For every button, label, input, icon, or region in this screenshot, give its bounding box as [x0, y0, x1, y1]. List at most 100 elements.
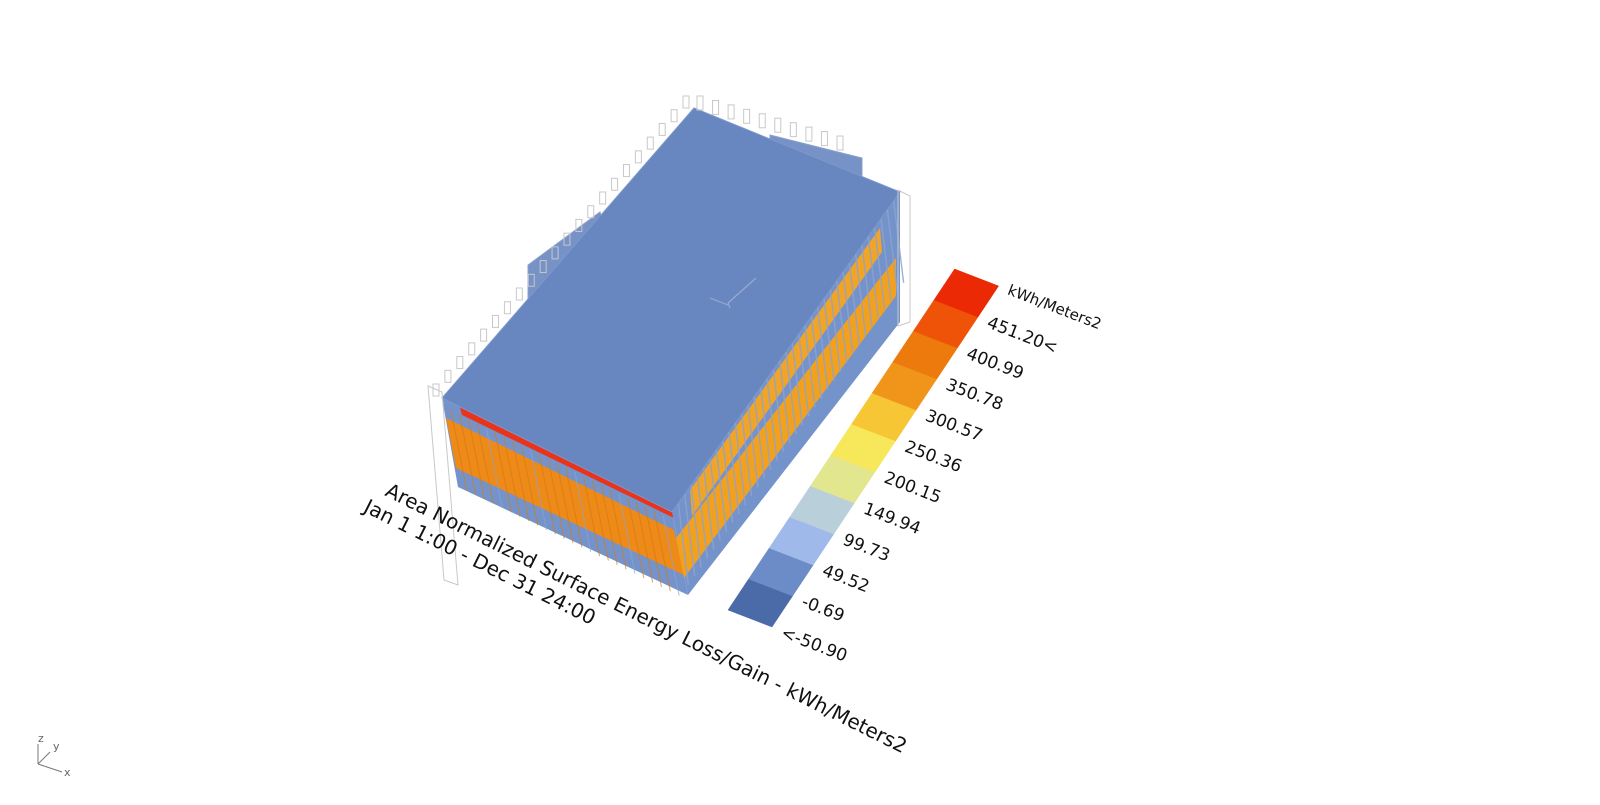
edge-fin — [670, 109, 678, 123]
east-fin — [892, 200, 905, 283]
south-fin — [627, 497, 645, 579]
axes-gizmo: z y x — [37, 732, 71, 779]
south-fin — [494, 432, 512, 513]
east-fin — [721, 440, 734, 523]
south-wall-fins — [450, 410, 680, 596]
edge-fin — [503, 301, 511, 315]
east-fin — [747, 405, 759, 488]
east-fin — [683, 494, 696, 577]
east-fin — [854, 254, 867, 337]
legend-label: 451.20< — [984, 313, 1060, 358]
south-fin — [538, 454, 556, 535]
legend-label: 300.57 — [922, 406, 985, 446]
east-wall-fins — [677, 200, 905, 586]
legend-label: 99.73 — [840, 530, 893, 566]
east-fin — [753, 396, 766, 479]
south-fin — [644, 506, 662, 587]
end-frame — [427, 385, 459, 586]
edge-fin — [658, 122, 666, 136]
edge-fin — [805, 126, 813, 142]
legend-label: -0.69 — [799, 592, 847, 626]
roof-edge-fins — [427, 95, 911, 586]
east-fin — [677, 503, 690, 586]
edge-fin — [712, 99, 720, 115]
edge-fin — [515, 287, 523, 301]
east-fin — [842, 271, 854, 355]
east-fin — [785, 351, 797, 435]
legend-label: 250.36 — [902, 437, 965, 477]
legend-label: 200.15 — [881, 468, 944, 508]
edge-fin — [622, 164, 630, 178]
east-fin — [880, 218, 892, 301]
south-fin — [529, 449, 547, 530]
east-fin — [740, 414, 753, 497]
east-fin — [715, 449, 728, 532]
south-fin — [609, 489, 627, 570]
edge-fin — [587, 205, 595, 219]
south-fin — [662, 515, 680, 596]
legend-label: 149.94 — [861, 499, 924, 539]
roof — [441, 107, 901, 513]
east-fin — [772, 369, 785, 452]
east-fin — [778, 360, 791, 443]
east-fin — [886, 209, 899, 292]
east-fin — [848, 263, 861, 346]
edge-fin — [551, 246, 559, 260]
edge-fin — [820, 131, 828, 147]
edge-fin — [696, 95, 704, 111]
south-fin — [468, 419, 486, 500]
legend-label: 400.99 — [964, 344, 1027, 384]
south-fin — [476, 423, 494, 504]
south-fin — [512, 440, 530, 522]
edge-fin — [634, 150, 642, 164]
east-fin — [728, 431, 740, 515]
edge-fin — [468, 342, 476, 356]
east-fin — [816, 307, 829, 390]
south-fin — [565, 467, 583, 548]
edge-fin — [492, 314, 500, 328]
building-model — [427, 95, 911, 596]
south-fin — [450, 410, 468, 491]
east-fin — [804, 325, 816, 408]
edge-fin — [432, 383, 440, 397]
legend-label: <-50.90 — [778, 623, 850, 666]
axis-y-label: y — [53, 740, 60, 753]
south-fin — [521, 445, 539, 526]
east-fin — [873, 227, 886, 310]
edge-fin — [563, 232, 571, 246]
east-fin — [823, 298, 835, 381]
east-fin — [797, 334, 810, 417]
east-fin — [759, 387, 772, 470]
east-fin — [766, 378, 778, 461]
south-fin — [547, 458, 565, 539]
edge-fin — [456, 356, 464, 370]
edge-fin — [575, 218, 583, 232]
edge-fin — [611, 177, 619, 191]
south-wall-hot-band — [446, 418, 684, 575]
east-fin — [810, 316, 823, 399]
east-fin — [791, 343, 804, 426]
east-fin — [690, 485, 702, 568]
edge-fin — [444, 369, 452, 383]
edge-fin — [836, 135, 844, 151]
east-fin — [696, 476, 709, 559]
south-fin — [503, 436, 521, 517]
end-frame — [897, 189, 911, 327]
east-fin — [867, 236, 880, 319]
edge-fin — [480, 328, 488, 342]
east-fin — [734, 423, 747, 506]
axis-z-label: z — [38, 732, 44, 745]
south-fin — [459, 414, 477, 495]
south-fin — [583, 476, 601, 557]
edge-fin — [539, 260, 547, 274]
south-fin — [485, 427, 503, 509]
east-fin — [709, 458, 721, 541]
east-fin — [861, 245, 873, 328]
axis-x-label: x — [64, 766, 71, 779]
edge-fin — [758, 113, 766, 129]
edge-fin — [743, 108, 751, 124]
south-fin — [600, 484, 618, 566]
edge-fin — [527, 273, 535, 287]
